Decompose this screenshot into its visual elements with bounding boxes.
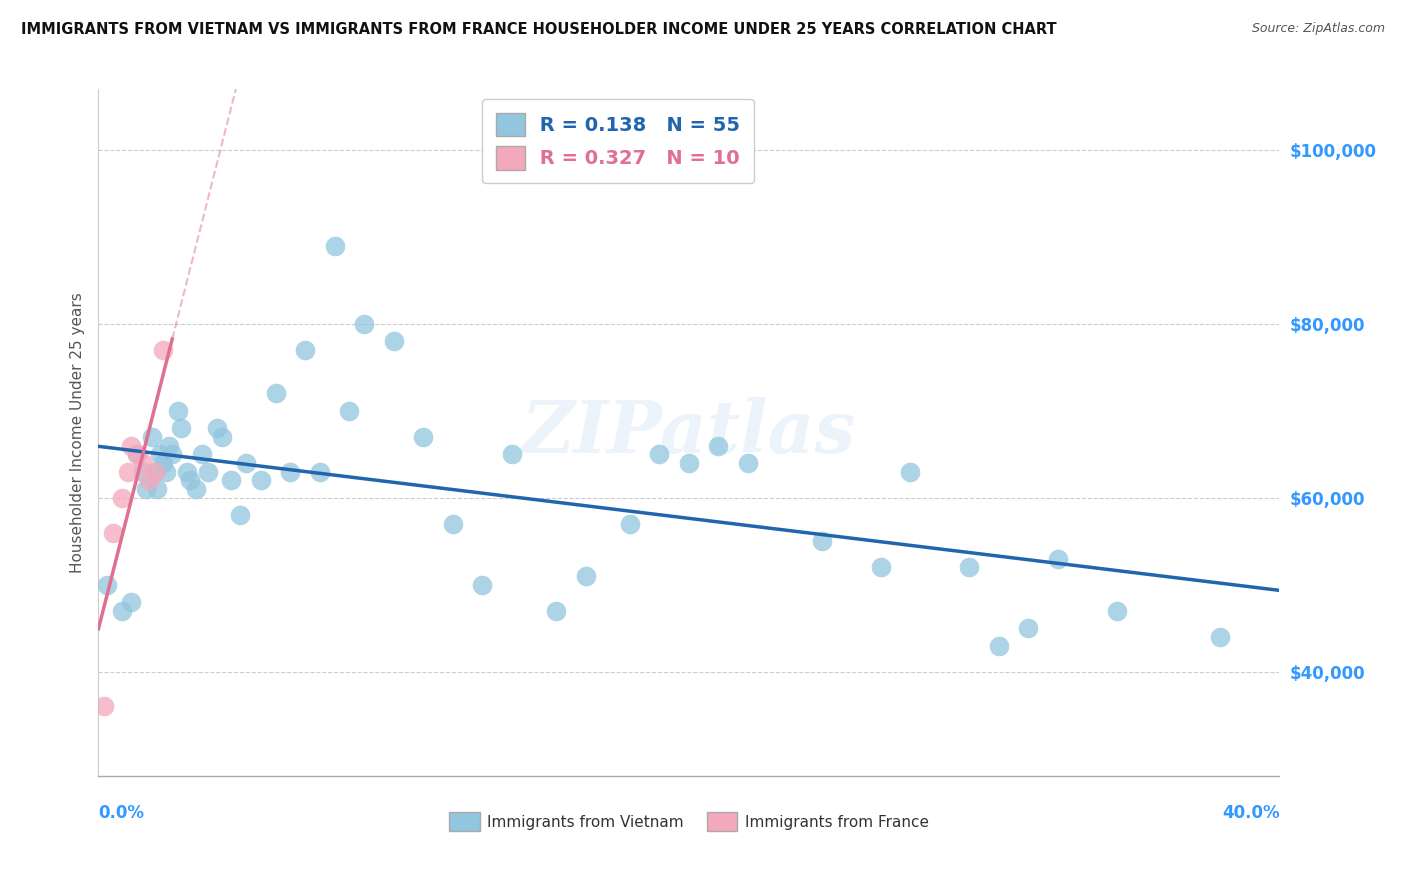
Point xyxy=(501,447,523,461)
Point xyxy=(1209,630,1232,644)
Point xyxy=(143,465,166,479)
Point xyxy=(546,604,568,618)
Point xyxy=(309,465,332,479)
Point xyxy=(988,639,1011,653)
Point xyxy=(229,508,252,523)
Text: IMMIGRANTS FROM VIETNAM VS IMMIGRANTS FROM FRANCE HOUSEHOLDER INCOME UNDER 25 YE: IMMIGRANTS FROM VIETNAM VS IMMIGRANTS FR… xyxy=(21,22,1057,37)
Text: 0.0%: 0.0% xyxy=(98,804,145,822)
Point xyxy=(575,569,598,583)
Point xyxy=(250,474,273,488)
Point xyxy=(103,525,125,540)
Point xyxy=(120,595,142,609)
Point xyxy=(221,474,243,488)
Point xyxy=(235,456,257,470)
Point xyxy=(1018,621,1040,635)
Point xyxy=(135,482,157,496)
Point xyxy=(162,447,183,461)
Point xyxy=(152,456,174,470)
Point xyxy=(280,465,302,479)
Text: 40.0%: 40.0% xyxy=(1222,804,1279,822)
Point xyxy=(155,465,177,479)
Point xyxy=(111,491,134,505)
Point xyxy=(870,560,893,574)
Point xyxy=(152,343,174,357)
Point xyxy=(648,447,671,461)
Point xyxy=(170,421,193,435)
Point xyxy=(191,447,214,461)
Point xyxy=(678,456,700,470)
Point xyxy=(323,238,346,252)
Point xyxy=(737,456,759,470)
Point xyxy=(471,578,494,592)
Point xyxy=(132,456,155,470)
Text: Source: ZipAtlas.com: Source: ZipAtlas.com xyxy=(1251,22,1385,36)
Point xyxy=(125,447,148,461)
Legend: Immigrants from Vietnam, Immigrants from France: Immigrants from Vietnam, Immigrants from… xyxy=(443,806,935,837)
Point xyxy=(96,578,118,592)
Point xyxy=(197,465,219,479)
Point xyxy=(146,482,169,496)
Point xyxy=(149,447,172,461)
Y-axis label: Householder Income Under 25 years: Householder Income Under 25 years xyxy=(69,293,84,573)
Point xyxy=(441,516,464,531)
Point xyxy=(707,439,730,453)
Point xyxy=(294,343,316,357)
Point xyxy=(205,421,228,435)
Point xyxy=(120,439,142,453)
Point xyxy=(619,516,641,531)
Point xyxy=(382,334,405,349)
Point xyxy=(184,482,207,496)
Point xyxy=(339,404,361,418)
Point xyxy=(412,430,434,444)
Point xyxy=(1107,604,1129,618)
Point xyxy=(141,430,163,444)
Point xyxy=(179,474,201,488)
Point xyxy=(264,386,287,401)
Point xyxy=(143,465,166,479)
Point xyxy=(117,465,139,479)
Point xyxy=(1046,551,1070,566)
Point xyxy=(157,439,180,453)
Point xyxy=(125,447,148,461)
Point xyxy=(900,465,922,479)
Point xyxy=(211,430,233,444)
Point xyxy=(810,534,832,549)
Point xyxy=(176,465,198,479)
Text: ZIPatlas: ZIPatlas xyxy=(522,397,856,468)
Point xyxy=(132,465,155,479)
Point xyxy=(167,404,190,418)
Point xyxy=(138,474,160,488)
Point xyxy=(959,560,981,574)
Point xyxy=(353,317,375,331)
Point xyxy=(93,699,115,714)
Point xyxy=(111,604,134,618)
